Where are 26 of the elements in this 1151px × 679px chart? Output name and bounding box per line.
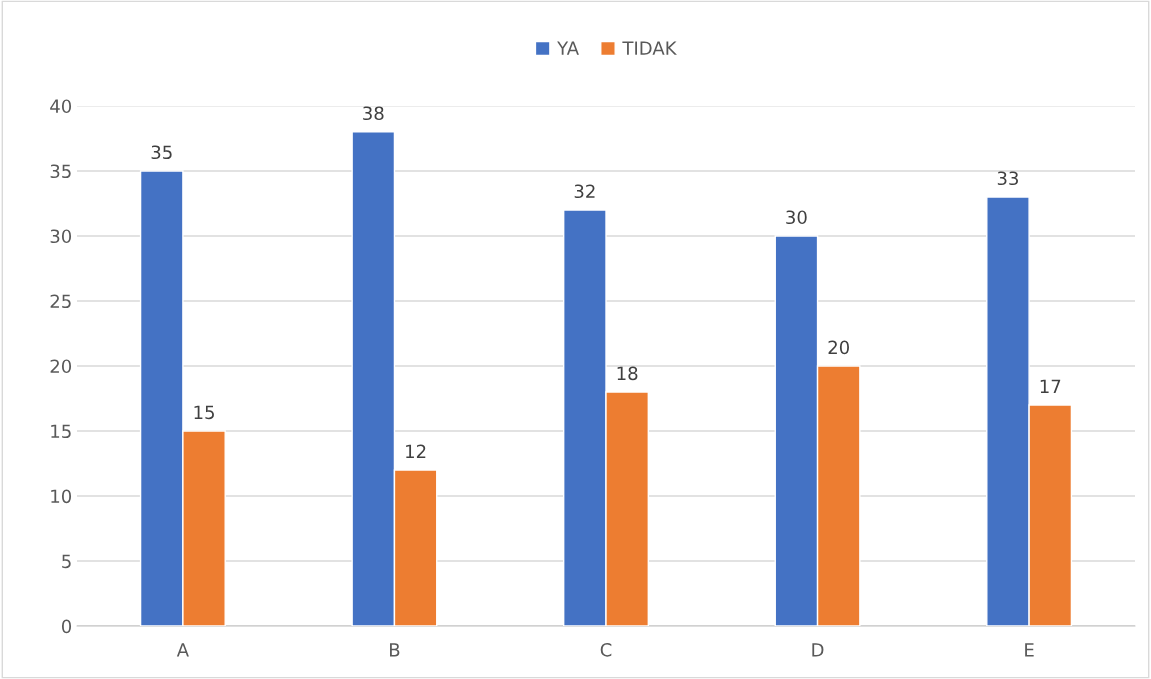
data-label: 35 <box>151 145 172 160</box>
data-label: 38 <box>363 106 384 121</box>
x-tick-label: C <box>600 643 612 657</box>
legend-label: YA <box>557 41 579 55</box>
y-tick-label: 25 <box>50 294 71 309</box>
y-tick-label: 35 <box>50 164 71 179</box>
y-tick-label: 40 <box>50 99 72 114</box>
data-label: 20 <box>828 340 849 355</box>
y-tick-label: 20 <box>50 359 72 374</box>
legend-label: TIDAK <box>622 41 677 55</box>
y-tick-label: 30 <box>50 229 72 244</box>
y-tick-label: 5 <box>62 554 71 569</box>
data-label: 17 <box>1040 379 1061 393</box>
y-tick-label: 10 <box>51 489 72 504</box>
x-tick-label: B <box>390 643 400 657</box>
data-label: 30 <box>786 210 807 225</box>
data-label: 18 <box>617 366 638 381</box>
data-label: 15 <box>194 405 214 420</box>
data-label: 33 <box>997 171 1018 186</box>
x-tick-label: A <box>176 643 189 657</box>
data-label: 32 <box>574 184 595 199</box>
x-tick-label: E <box>1025 643 1034 657</box>
y-tick-label: 0 <box>61 619 72 634</box>
x-tick-label: D <box>812 643 824 657</box>
data-label: 12 <box>406 444 426 458</box>
y-tick-label: 15 <box>51 424 71 439</box>
